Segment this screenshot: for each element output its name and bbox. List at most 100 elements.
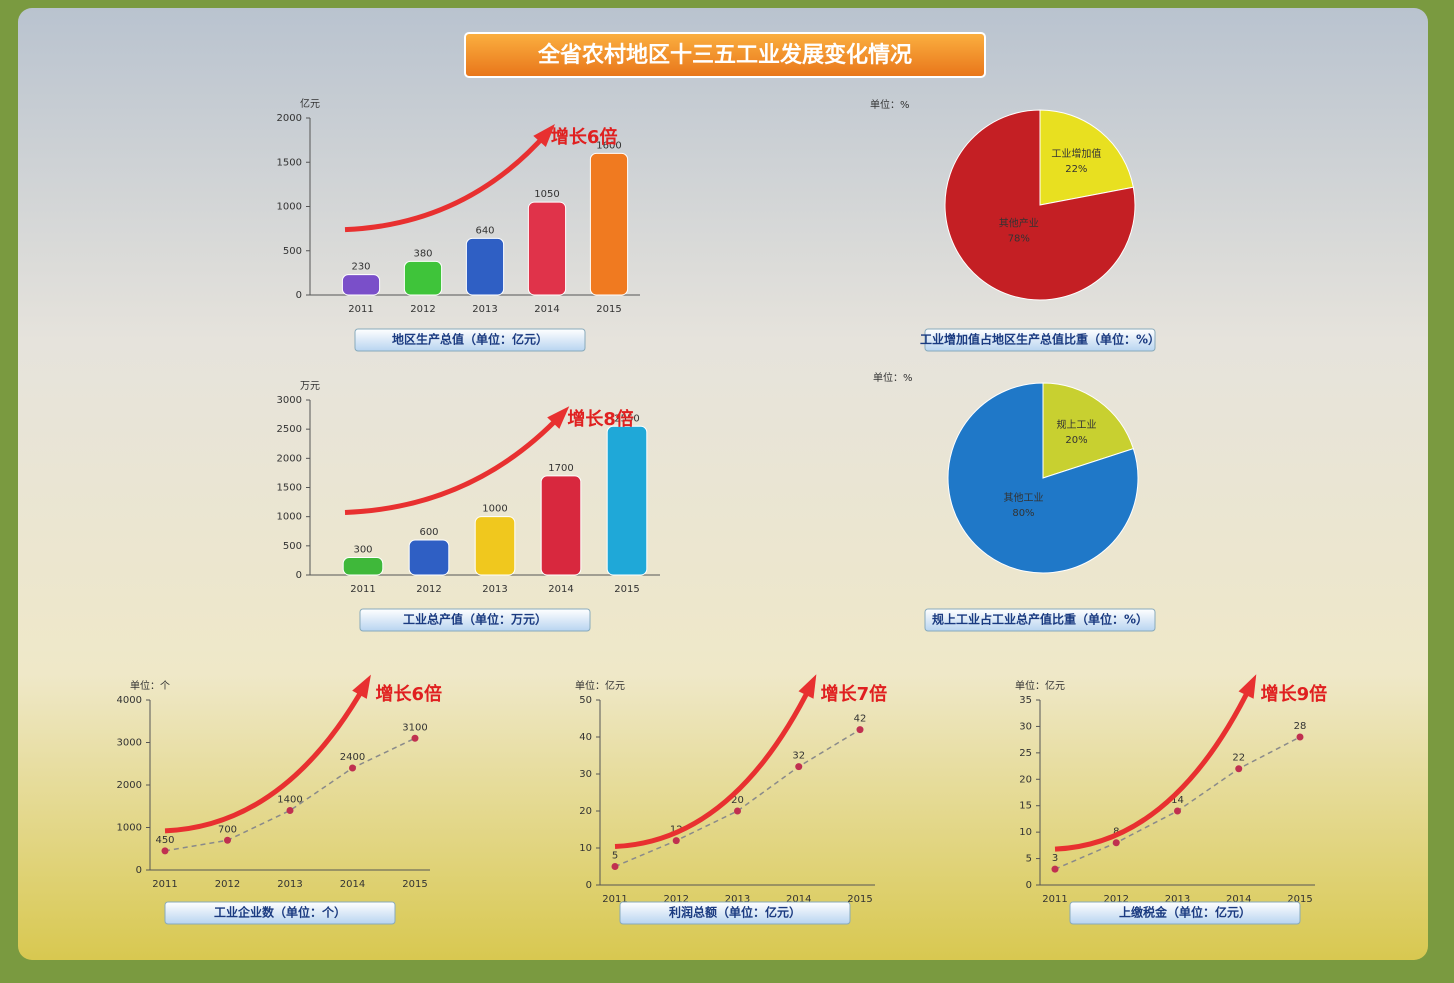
point: [286, 807, 294, 814]
y-tick-label: 2500: [277, 424, 302, 435]
point: [672, 837, 680, 845]
value-label: 2400: [340, 752, 365, 763]
slice-label: 其他产业: [999, 217, 1039, 230]
arrow-head: [798, 674, 817, 699]
annotation: 增长9倍: [1261, 683, 1328, 705]
caption-box: [619, 901, 851, 925]
x-tick-label: 2012: [1104, 894, 1129, 905]
y-tick-label: 0: [586, 880, 592, 891]
value-label: 2550: [614, 413, 639, 424]
y-tick-label: 3000: [117, 738, 142, 749]
value-label: 3100: [402, 722, 427, 733]
y-tick-label: 3000: [277, 395, 302, 406]
caption: 上缴税金（单位：亿元）: [1119, 905, 1251, 920]
y-tick-label: 20: [1019, 774, 1032, 785]
caption-box: [359, 608, 591, 632]
x-tick-label: 2013: [277, 879, 302, 890]
y-tick-label: 10: [579, 843, 592, 854]
y-tick-label: 500: [283, 541, 302, 552]
point: [1235, 765, 1243, 773]
value-label: 380: [413, 248, 432, 259]
y-tick-label: 35: [1019, 695, 1032, 706]
y-tick-label: 2000: [277, 113, 302, 124]
x-tick-label: 2011: [1042, 894, 1067, 905]
y-tick-label: 25: [1019, 748, 1032, 759]
point: [411, 734, 419, 742]
caption: 地区生产总值（单位：亿元）: [392, 332, 548, 347]
caption: 工业增加值占地区生产总值比重（单位：%）: [920, 332, 1160, 347]
x-tick-label: 2014: [786, 894, 811, 905]
arrow-head: [547, 406, 570, 429]
growth-arrow: [164, 683, 368, 834]
y-tick-label: 5: [1026, 854, 1032, 865]
point: [1112, 839, 1120, 847]
pie-slice: [1039, 109, 1134, 206]
value-label: 8: [1113, 827, 1119, 838]
y-tick-label: 1000: [117, 823, 142, 834]
annotation: 增长6倍: [375, 683, 442, 705]
y-tick-label: 1000: [277, 512, 302, 523]
x-tick-label: 2014: [548, 584, 573, 595]
growth-arrow: [614, 683, 814, 849]
x-tick-label: 2015: [614, 584, 639, 595]
slice-value: 78%: [1008, 234, 1030, 245]
bar: [589, 152, 629, 296]
bar: [474, 516, 516, 576]
point: [224, 836, 231, 844]
value-label: 32: [792, 751, 805, 762]
x-tick-label: 2013: [725, 894, 750, 905]
value-label: 450: [155, 835, 174, 846]
caption: 工业总产值（单位：万元）: [403, 612, 547, 627]
y-axis-label: 单位：亿元: [575, 679, 625, 692]
y-tick-label: 2000: [117, 780, 142, 791]
y-tick-label: 30: [1019, 721, 1032, 732]
growth-arrow: [344, 131, 549, 233]
unit-label: 单位：%: [873, 371, 913, 384]
point: [349, 764, 356, 772]
value-label: 1600: [596, 140, 621, 151]
bar: [341, 274, 381, 296]
y-tick-label: 1500: [277, 483, 302, 494]
x-tick-label: 2013: [1165, 894, 1190, 905]
page-title: 全省农村地区十三五工业发展变化情况: [537, 42, 912, 68]
pie-slice: [947, 382, 1139, 574]
x-tick-label: 2012: [664, 894, 689, 905]
point: [1051, 865, 1059, 873]
caption-box: [924, 328, 1156, 352]
x-tick-label: 2013: [472, 304, 497, 315]
point: [1296, 733, 1304, 741]
value-label: 42: [854, 714, 867, 725]
point: [1174, 807, 1181, 815]
y-tick-label: 0: [296, 570, 302, 581]
y-axis-label: 万元: [300, 381, 320, 392]
caption-box: [354, 328, 586, 352]
point: [795, 763, 803, 771]
y-tick-label: 500: [283, 246, 302, 257]
pie-slice: [944, 109, 1136, 301]
y-axis-label: 单位：亿元: [1015, 679, 1065, 692]
x-tick-label: 2012: [215, 879, 240, 890]
y-tick-label: 0: [136, 865, 142, 876]
x-tick-label: 2011: [152, 879, 177, 890]
bar: [606, 425, 648, 576]
slice-label: 规上工业: [1057, 418, 1097, 431]
y-tick-label: 2000: [277, 453, 302, 464]
slice-label: 其他工业: [1003, 491, 1043, 504]
y-tick-label: 10: [1019, 827, 1032, 838]
bar: [408, 539, 450, 576]
growth-arrow: [1054, 683, 1254, 852]
y-tick-label: 1500: [277, 157, 302, 168]
arrow-head: [352, 674, 371, 699]
annotation: 增长7倍: [821, 683, 888, 705]
y-tick-label: 0: [296, 290, 302, 301]
slice-label: 工业增加值: [1051, 147, 1101, 160]
value-label: 28: [1294, 721, 1307, 732]
y-tick-label: 4000: [117, 695, 142, 706]
point: [161, 847, 169, 855]
point: [611, 863, 619, 870]
caption: 利润总额（单位：亿元）: [669, 905, 801, 920]
x-tick-label: 2014: [534, 304, 559, 315]
value-label: 600: [419, 527, 438, 538]
bar: [527, 201, 567, 296]
